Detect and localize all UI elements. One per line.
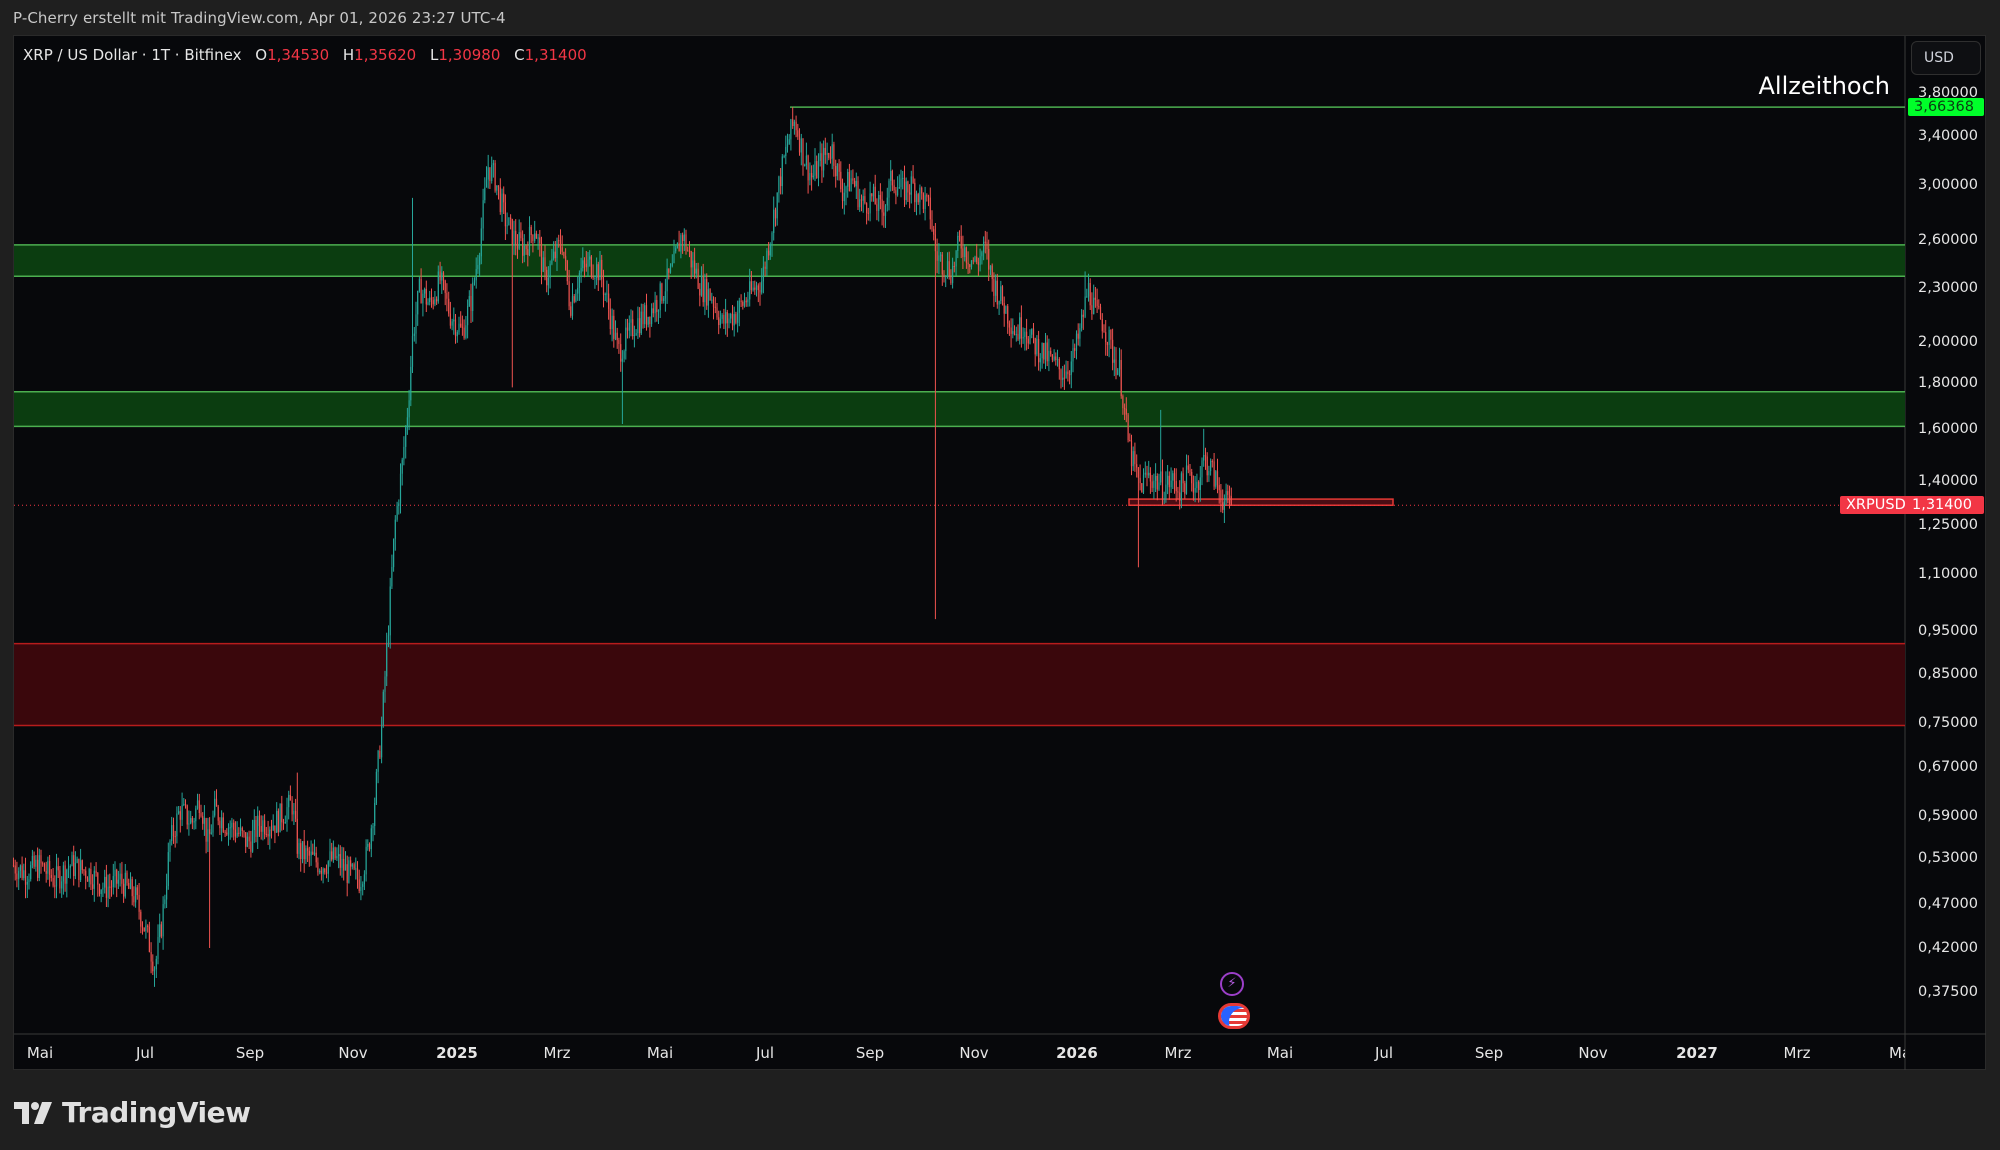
open-value: 1,34530 <box>267 46 330 64</box>
low-value: 1,30980 <box>438 46 501 64</box>
low-label: L <box>429 46 439 64</box>
price-tick-label: 3,40000 <box>1918 128 1978 145</box>
price-tick-label: 0,37500 <box>1918 984 1978 1000</box>
support-zone-middle[interactable] <box>14 391 1905 427</box>
time-tick-label: Nov <box>1578 1044 1608 1062</box>
time-tick-label: Mai <box>646 1044 674 1062</box>
time-tick-label: Jul <box>755 1044 775 1062</box>
price-tick-label: 1,40000 <box>1918 472 1978 489</box>
price-tick-label: 0,75000 <box>1918 714 1978 731</box>
time-tick-label: Mrz <box>1783 1044 1811 1062</box>
price-tick-label: 1,60000 <box>1918 420 1978 437</box>
open-label: O <box>255 46 268 64</box>
time-tick-label: 2025 <box>436 1044 478 1062</box>
time-tick-label: 2026 <box>1056 1044 1098 1062</box>
price-tick-label: 2,00000 <box>1918 334 1978 351</box>
chart-caption: P-Cherry erstellt mit TradingView.com, A… <box>13 9 506 27</box>
close-value: 1,31400 <box>524 46 587 64</box>
current-range-box[interactable] <box>1128 498 1394 506</box>
price-tick-label: 1,80000 <box>1918 375 1978 392</box>
time-tick-label: Nov <box>338 1044 368 1062</box>
price-tick-label: 3,80000 <box>1918 85 1978 101</box>
time-tick-label: Nov <box>959 1044 989 1062</box>
time-tick-label: Sep <box>1474 1044 1504 1062</box>
high-label: H <box>342 46 355 64</box>
chart-panel[interactable] <box>13 35 1986 1070</box>
tradingview-logo[interactable]: TradingView <box>14 1096 251 1129</box>
time-tick-label: Ma <box>1889 1044 1905 1062</box>
price-tick-label: 2,30000 <box>1918 279 1978 296</box>
resistance-zone-upper[interactable] <box>14 244 1905 277</box>
time-tick-label: Sep <box>235 1044 265 1062</box>
lightning-event-icon[interactable]: ⚡ <box>1220 972 1244 996</box>
time-tick-label: Mai <box>1266 1044 1294 1062</box>
price-tick-label: 0,95000 <box>1918 623 1978 640</box>
time-tick-label: Mai <box>26 1044 54 1062</box>
last-price-symbol-label: XRPUSD <box>1840 496 1912 515</box>
price-tick-label: 1,10000 <box>1918 566 1978 583</box>
time-tick-label: 2027 <box>1676 1044 1718 1062</box>
price-tick-label: 0,47000 <box>1918 896 1978 913</box>
symbol-legend[interactable]: XRP / US Dollar · 1T · Bitfinex O1,34530… <box>23 46 587 64</box>
all-time-high-annotation[interactable]: Allzeithoch <box>1758 72 1891 100</box>
brand-name: TradingView <box>62 1096 251 1129</box>
us-flag-event-icon[interactable] <box>1218 1003 1250 1029</box>
price-tick-label: 2,60000 <box>1918 232 1978 249</box>
price-tick-label: 3,00000 <box>1918 176 1978 193</box>
last-price-label: 1,31400 <box>1906 496 1984 515</box>
price-tick-label: 0,53000 <box>1918 849 1978 866</box>
currency-button[interactable]: USD <box>1911 41 1981 75</box>
time-tick-label: Sep <box>855 1044 885 1062</box>
price-tick-label: 0,67000 <box>1918 758 1978 775</box>
ath-price-label: 3,66368 <box>1908 98 1984 117</box>
time-tick-label: Jul <box>1374 1044 1394 1062</box>
time-tick-label: Mrz <box>1164 1044 1192 1062</box>
time-tick-label: Jul <box>135 1044 155 1062</box>
symbol-title[interactable]: XRP / US Dollar · 1T · Bitfinex <box>23 46 242 64</box>
price-tick-label: 0,59000 <box>1918 808 1978 825</box>
demand-zone-lower[interactable] <box>14 643 1905 726</box>
time-tick-label: Mrz <box>543 1044 571 1062</box>
price-tick-label: 0,42000 <box>1918 940 1978 956</box>
tradingview-logo-icon <box>14 1101 52 1124</box>
close-label: C <box>514 46 525 64</box>
price-tick-label: 0,85000 <box>1918 666 1978 683</box>
high-value: 1,35620 <box>354 46 417 64</box>
price-tick-label: 1,25000 <box>1918 516 1978 533</box>
